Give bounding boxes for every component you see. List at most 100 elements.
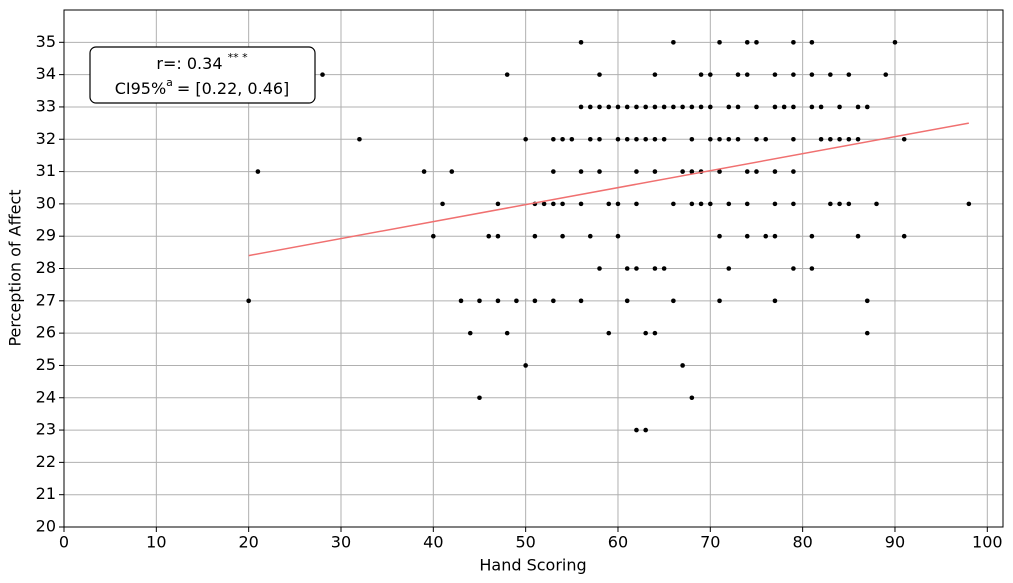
point [551, 169, 556, 174]
point [597, 104, 602, 110]
x-tick-label: 30 [331, 533, 351, 552]
point [532, 233, 538, 239]
point [560, 136, 565, 142]
point [846, 136, 852, 142]
point [726, 201, 732, 207]
point [532, 298, 538, 304]
point [846, 201, 852, 207]
point [578, 40, 584, 45]
point [717, 233, 722, 239]
y-tick-label: 31 [36, 161, 56, 180]
point [661, 104, 667, 110]
point [818, 104, 824, 110]
point [504, 330, 510, 336]
point [772, 169, 778, 174]
y-tick-label: 21 [36, 484, 56, 503]
point [717, 136, 722, 142]
point [421, 169, 427, 174]
point [772, 72, 778, 77]
point [754, 40, 759, 45]
point [569, 136, 575, 142]
point [320, 72, 325, 77]
point [837, 104, 842, 110]
point [763, 233, 769, 239]
point [652, 72, 658, 77]
point [615, 233, 621, 239]
y-tick-label: 23 [36, 420, 56, 439]
point [689, 104, 695, 110]
annotation-ci: CI95%a = [0.22, 0.46] [115, 76, 290, 98]
point [634, 427, 639, 433]
point [615, 136, 621, 142]
point [754, 104, 759, 110]
point [809, 104, 815, 110]
point [661, 136, 667, 142]
point [597, 266, 602, 271]
point [735, 72, 741, 77]
point [689, 136, 695, 142]
point [791, 72, 796, 77]
x-tick-label: 60 [608, 533, 628, 552]
y-tick-label: 35 [36, 32, 56, 51]
point [634, 201, 639, 207]
point [634, 104, 639, 110]
point [551, 298, 556, 304]
point [652, 266, 658, 271]
point [698, 72, 704, 77]
annotation: r=: 0.34 ** * CI95%a = [0.22, 0.46] [89, 46, 316, 104]
point [587, 104, 593, 110]
point [864, 298, 870, 304]
point [587, 136, 593, 142]
x-tick-label: 50 [515, 533, 535, 552]
point [837, 136, 842, 142]
point [578, 201, 584, 207]
point [431, 233, 436, 239]
y-tick-label: 25 [36, 355, 56, 374]
point [791, 201, 796, 207]
point [477, 298, 482, 304]
point [671, 201, 676, 207]
fit-line [248, 122, 969, 257]
point [837, 201, 842, 207]
y-tick-label: 30 [36, 193, 56, 212]
point [643, 136, 648, 142]
point [615, 201, 621, 207]
point [560, 201, 565, 207]
point [467, 330, 473, 336]
point [698, 201, 704, 207]
point [809, 233, 815, 239]
point [578, 169, 584, 174]
x-tick-label: 20 [238, 533, 258, 552]
annotation-r: r=: 0.34 ** * [156, 51, 248, 73]
point [781, 104, 787, 110]
point [357, 136, 362, 142]
point [578, 104, 584, 110]
point [634, 169, 639, 174]
point [754, 169, 759, 174]
point [551, 201, 556, 207]
point [809, 72, 815, 77]
point [772, 104, 778, 110]
point [809, 40, 815, 45]
point [892, 40, 898, 45]
point [717, 298, 722, 304]
point [680, 169, 685, 174]
point [726, 136, 732, 142]
point [874, 201, 879, 207]
point [717, 169, 722, 174]
point [772, 201, 778, 207]
point [634, 266, 639, 271]
point [652, 104, 658, 110]
point [818, 136, 824, 142]
point [726, 104, 732, 110]
point [624, 104, 630, 110]
y-tick-label: 20 [36, 517, 56, 536]
ci-rest: = [0.22, 0.46] [177, 79, 289, 98]
point [551, 136, 556, 142]
point [606, 330, 612, 336]
point [597, 72, 602, 77]
point [772, 298, 778, 304]
point [606, 104, 612, 110]
